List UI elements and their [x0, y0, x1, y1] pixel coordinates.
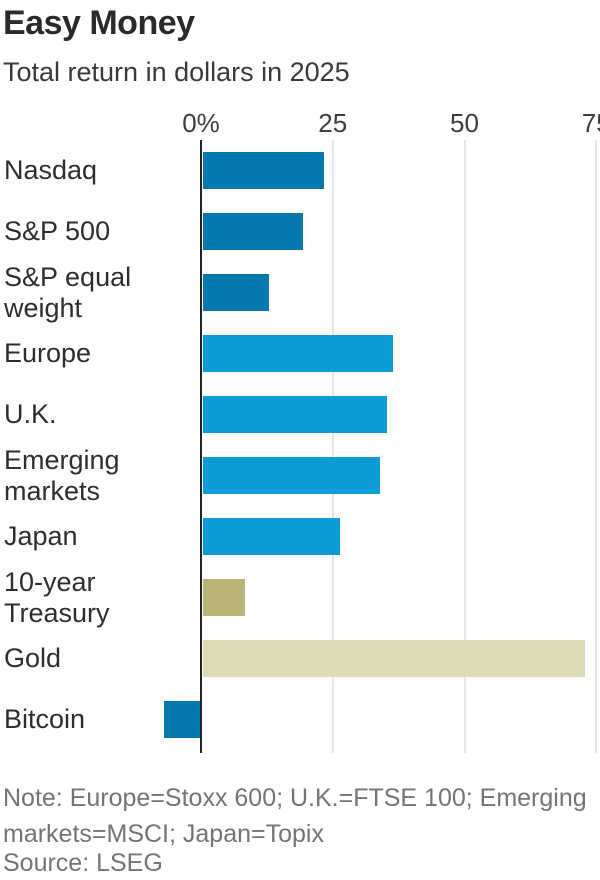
bar-bitcoin — [164, 701, 201, 738]
page-title: Easy Money — [3, 4, 195, 42]
row-label: S&P equal weight — [4, 262, 131, 324]
bar-emerging-markets — [203, 457, 380, 494]
row-label-line: Europe — [4, 338, 92, 368]
row-label: 10-year Treasury — [4, 567, 110, 629]
row-label-line: S&P equal — [4, 261, 132, 292]
row-label-line: U.K. — [4, 399, 57, 429]
row-label-line: Emerging — [4, 444, 120, 475]
row-label-line: weight — [4, 292, 83, 323]
row-label: Nasdaq — [4, 155, 97, 186]
row-label: S&P 500 — [4, 216, 110, 247]
row-label: Japan — [4, 521, 78, 552]
bar-gold — [203, 640, 586, 677]
chart-subtitle: Total return in dollars in 2025 — [3, 57, 350, 87]
zero-axis-line — [200, 140, 202, 753]
row-label-line: Japan — [4, 521, 78, 551]
chart-note: Note: Europe=Stoxx 600; U.K.=FTSE 100; E… — [3, 784, 587, 848]
row-label-line: markets — [4, 475, 101, 506]
x-tick-label: 75 — [581, 108, 600, 138]
row-label-line: Gold — [4, 643, 62, 673]
row-label: Emerging markets — [4, 445, 120, 507]
x-tick-label: 0% — [182, 108, 220, 138]
row-label: U.K. — [4, 399, 57, 430]
chart-source: Source: LSEG — [3, 849, 163, 877]
gridline-75 — [595, 140, 598, 753]
gridline-50 — [463, 140, 466, 753]
row-label-line: 10-year — [4, 566, 96, 597]
bar-sp500 — [203, 213, 304, 250]
bar-uk — [203, 396, 388, 433]
row-label-line: S&P 500 — [4, 216, 111, 246]
x-tick-label: 50 — [450, 108, 479, 138]
row-label-line: Nasdaq — [4, 155, 98, 185]
row-label: Europe — [4, 338, 91, 369]
row-label: Bitcoin — [4, 704, 85, 735]
row-label-line: Treasury — [4, 597, 110, 628]
x-tick-label: 25 — [318, 108, 348, 138]
row-label-line: Bitcoin — [4, 704, 86, 734]
bar-10-year-treasury — [203, 579, 246, 616]
gridline-25 — [331, 140, 334, 753]
row-label: Gold — [4, 643, 61, 674]
bar-spequal-weight — [203, 274, 269, 311]
bar-nasdaq — [203, 152, 325, 189]
bar-europe — [203, 335, 393, 372]
bar-japan — [203, 518, 341, 555]
